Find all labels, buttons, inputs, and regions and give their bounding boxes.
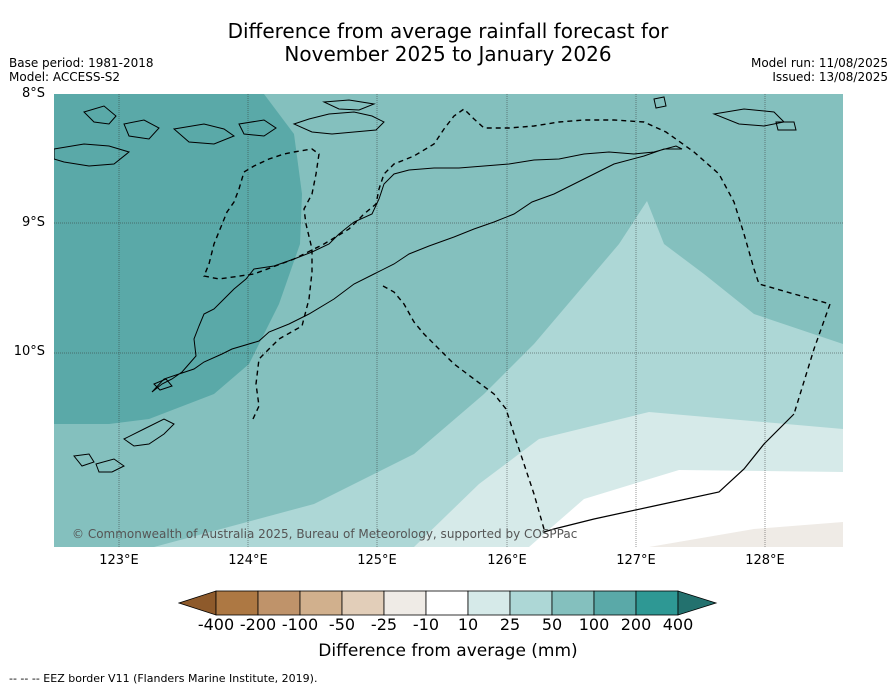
colorbar-arrow-high (677, 590, 718, 616)
copyright-notice: © Commonwealth of Australia 2025, Bureau… (72, 527, 578, 541)
island-north-1 (292, 111, 385, 135)
lat-label-9s: 9°S (21, 215, 45, 230)
base-info: Base period: 1981-2018 Model: ACCESS-S2 (9, 56, 154, 84)
island-north-6 (238, 119, 277, 137)
eez-solid-segment (543, 413, 795, 533)
lon-label-128e: 128°E (745, 553, 785, 568)
colorbar-tick-label: -50 (328, 615, 356, 634)
colorbar-tick-label: -10 (412, 615, 440, 634)
colorbar-tick-label: -25 (370, 615, 398, 634)
colorbar-tick-label: 50 (541, 615, 563, 634)
colorbar (178, 590, 718, 616)
island-north-2 (322, 99, 376, 111)
colorbar-tick-label: 25 (499, 615, 521, 634)
colorbar-tick-label: 200 (620, 615, 652, 634)
eez-border (203, 108, 831, 530)
colorbar-cell (257, 590, 301, 616)
island-north-3 (172, 123, 236, 145)
colorbar-cell (215, 590, 259, 616)
lon-label-124e: 124°E (228, 553, 268, 568)
lon-label-125e: 125°E (357, 553, 397, 568)
eez-footnote: -- -- -- EEZ border V11 (Flanders Marine… (9, 672, 318, 685)
island-savu (73, 453, 95, 467)
colorbar-tick-label: 10 (457, 615, 479, 634)
colorbar-ticks: -400 -200 -100 -50 -25 -10 10 25 50 100 200 400 (0, 615, 896, 637)
colorbar-cell (635, 590, 679, 616)
colorbar-label: Difference from average (mm) (318, 641, 578, 661)
island-small-west (153, 378, 173, 391)
island-rote (123, 418, 175, 447)
lat-label-8s: 8°S (21, 86, 45, 101)
colorbar-cell (383, 590, 427, 616)
base-period: Base period: 1981-2018 (9, 56, 154, 70)
map-title: Difference from average rainfall forecas… (0, 20, 896, 66)
timor-coastline (151, 145, 683, 393)
colorbar-tick-label: 100 (578, 615, 610, 634)
lon-label-126e: 126°E (487, 553, 527, 568)
island-north-4 (83, 105, 117, 125)
rainfall-map (54, 94, 843, 547)
colorbar-cell (551, 590, 595, 616)
colorbar-tick-label: -100 (281, 615, 319, 634)
coastlines (54, 96, 797, 473)
colorbar-cell (425, 590, 469, 616)
model-run: Model run: 11/08/2025 (750, 56, 888, 70)
colorbar-cell (341, 590, 385, 616)
eez-border-south (382, 285, 545, 530)
colorbar-cell (299, 590, 343, 616)
title-line-2: November 2025 to January 2026 (284, 42, 612, 66)
island-east-2 (653, 96, 667, 109)
island-southwest (95, 458, 125, 473)
lon-label-127e: 127°E (616, 553, 656, 568)
model-name: Model: ACCESS-S2 (9, 70, 121, 84)
colorbar-arrow-low (178, 590, 217, 616)
run-info: Model run: 11/08/2025 Issued: 13/08/2025 (751, 56, 888, 84)
issued-date: Issued: 13/08/2025 (772, 70, 888, 84)
band-neutral (529, 470, 843, 547)
gridlines (54, 94, 843, 547)
colorbar-tick-label: -400 (197, 615, 235, 634)
island-north-5 (123, 119, 160, 140)
title-line-1: Difference from average rainfall forecas… (227, 19, 669, 43)
colorbar-cell (467, 590, 511, 616)
colorbar-tick-label: -200 (239, 615, 277, 634)
colorbar-cell (593, 590, 637, 616)
band-minus-10 (649, 522, 843, 547)
lat-label-10s: 10°S (13, 344, 45, 359)
lon-label-123e: 123°E (99, 553, 139, 568)
colorbar-tick-label: 400 (662, 615, 694, 634)
island-wetar (54, 143, 131, 167)
colorbar-cell (509, 590, 553, 616)
band-50-100-west (54, 94, 302, 424)
island-east-3 (775, 121, 797, 131)
